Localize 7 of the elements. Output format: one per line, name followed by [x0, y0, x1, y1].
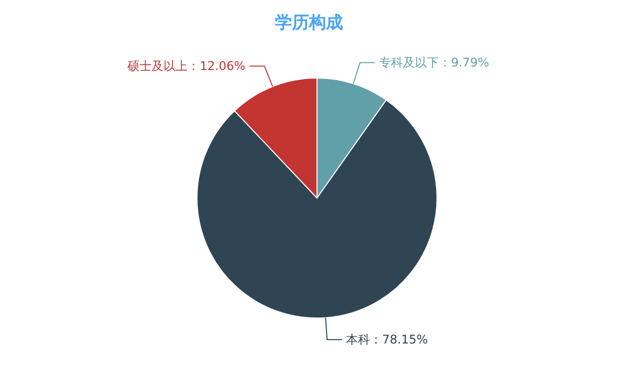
slice-label: 专科及以下 [378, 56, 439, 70]
data-label: ：9.79% [438, 56, 490, 70]
data-label: ：78.15% [370, 332, 428, 347]
data-label: ：12.06% [188, 59, 246, 74]
slice-label: 本科 [346, 332, 370, 347]
chart-title: 学历构成 [275, 13, 343, 33]
slice-label: 硕士及以上 [126, 59, 188, 74]
